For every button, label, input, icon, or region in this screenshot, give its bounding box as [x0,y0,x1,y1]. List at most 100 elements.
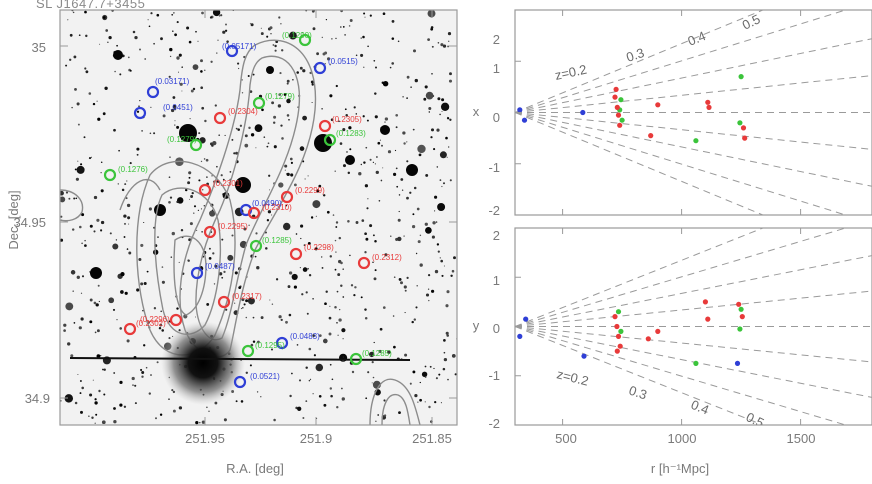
star-point [384,117,389,121]
star-point [301,293,304,296]
star-point [249,22,251,24]
red-cone-point [742,135,748,141]
star-point [371,361,374,364]
cone-top-ytick-1: 2 [493,32,500,47]
star-point [446,334,449,337]
star-point [188,176,191,179]
star-point [338,120,340,123]
blue-galaxy-marker [146,85,160,99]
star-point [344,108,347,111]
star-point [337,334,339,336]
star-point [214,104,217,107]
star-point [414,78,418,83]
star-point [447,45,450,48]
green-redshift-label: (0.1285) [262,236,292,245]
star-point [67,19,69,21]
star-point [209,210,216,217]
star-point [286,172,290,177]
star-point [300,224,304,228]
blue-galaxy-marker [225,44,239,58]
star-point [71,228,75,231]
star-point [239,124,243,127]
star-point [208,247,211,250]
star-point [344,33,347,36]
star-point [433,148,436,151]
star-point [278,16,281,19]
star-point [342,296,345,298]
sky-xtick-2: 251.9 [300,431,333,446]
star-point [287,285,291,289]
green-galaxy-marker [323,133,337,147]
star-point [79,392,82,395]
star-point [419,234,422,237]
cone-bottom-ytick-3: 0 [493,321,500,336]
star-point [303,244,306,246]
red-redshift-label: (0.2296) [140,315,170,324]
star-point [364,251,367,254]
star-point [374,163,377,165]
star-point [360,37,362,39]
star-point [248,224,250,226]
green-galaxy-marker [298,33,312,47]
star-point [416,285,418,287]
star-point [280,124,283,127]
star-point [129,69,132,72]
blue-redshift-label: (0.0490) [252,199,282,208]
star-point [139,100,141,102]
star-point [216,52,218,54]
star-point [390,235,392,237]
blue-redshift-label: (0.0521) [250,372,280,381]
star-point [398,411,401,415]
star-point [342,128,346,132]
star-point [117,183,120,185]
star-point [178,53,182,57]
star-point [404,289,407,292]
green-galaxy-marker [103,168,117,182]
cone-top-plot: z=0.2 0.3 0.4 0.5 [515,10,872,215]
star-point [288,313,292,317]
star-point [330,118,334,121]
bright-star [161,321,245,405]
star-point [168,200,171,204]
star-point [342,268,344,270]
blue-galaxy-marker [133,106,147,120]
star-point [75,197,78,200]
blue-galaxy-marker [313,61,327,75]
redshift-cone-line [515,10,848,113]
star-point [425,91,434,100]
star-point [377,414,380,416]
star-point [266,219,270,222]
star-point [324,63,326,65]
star-point [425,173,429,177]
star-point [189,118,191,120]
bright-source [380,125,390,135]
star-point [417,144,426,154]
star-point [322,194,326,197]
star-point [190,89,194,93]
star-point [69,33,73,37]
star-point [414,393,418,398]
star-point [169,55,172,58]
star-point [397,40,400,43]
star-point [206,176,208,178]
star-point [336,322,338,324]
star-point [391,19,395,23]
star-point [168,75,171,78]
star-point [104,86,108,90]
star-point [267,210,272,214]
star-point [406,75,410,79]
star-point [226,40,229,43]
star-point [90,156,92,158]
star-point [201,106,205,110]
star-point [448,79,453,83]
cone-redshift-label: z=0.2 [554,62,589,83]
star-point [266,145,269,148]
star-point [454,373,457,376]
star-point [248,126,251,130]
star-point [424,401,426,403]
blue-galaxy-marker [233,375,247,389]
star-point [115,239,118,241]
red-galaxy-marker [280,190,294,204]
star-point [266,35,269,38]
star-point [231,234,234,237]
